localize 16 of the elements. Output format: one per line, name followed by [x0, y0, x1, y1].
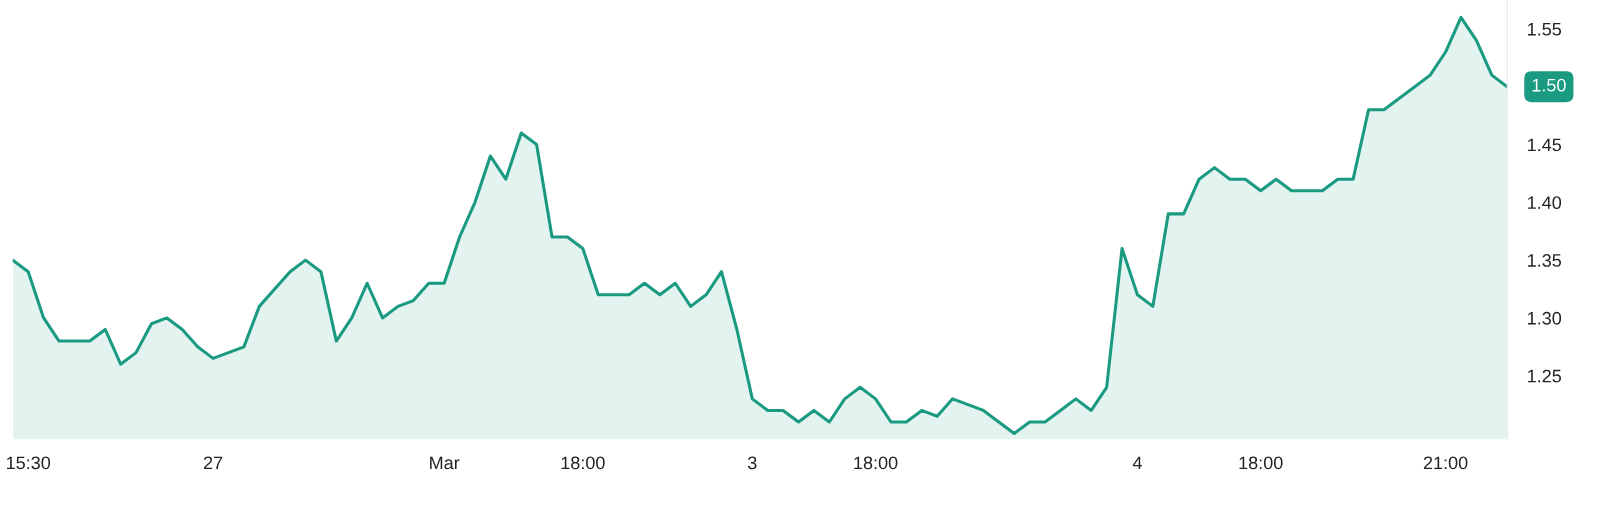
- x-tick-label: 18:00: [561, 456, 605, 470]
- x-tick-label: 4: [1132, 456, 1142, 470]
- x-tick-label: 15:30: [6, 456, 51, 470]
- x-tick-label: 21:00: [1423, 456, 1468, 470]
- y-tick-label: 1.30: [1528, 311, 1562, 325]
- x-tick-label: 18:00: [1239, 456, 1283, 470]
- text: 1.50: [1532, 78, 1566, 92]
- y-tick-label: 1.45: [1528, 138, 1562, 152]
- x-tick-label: Mar: [430, 456, 460, 470]
- x-tick-label: 27: [203, 456, 223, 470]
- y-tick-label: 1.25: [1528, 369, 1562, 383]
- y-tick-label: 1.55: [1528, 23, 1562, 36]
- y-tick-label: 1.35: [1528, 254, 1562, 267]
- x-tick-label: 18:00: [854, 456, 898, 470]
- x-tick-label: 3: [747, 456, 757, 470]
- y-tick-label: 1.40: [1528, 196, 1562, 210]
